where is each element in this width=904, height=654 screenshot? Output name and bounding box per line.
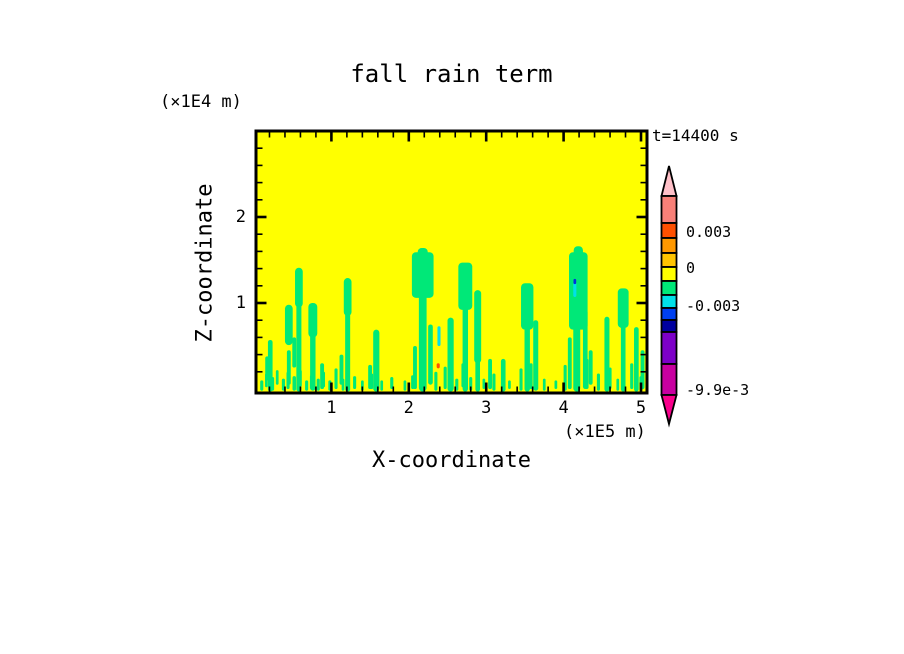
y-axis-unit-label: (×1E4 m) xyxy=(160,92,242,112)
colorbar-tick-label: -9.9e-3 xyxy=(686,381,750,399)
x-tick-label: 3 xyxy=(481,398,492,418)
x-tick-label: 5 xyxy=(635,398,647,418)
x-tick-label: 2 xyxy=(403,398,414,418)
y-tick-label: 2 xyxy=(235,207,246,227)
y-tick-label: 1 xyxy=(235,293,246,313)
time-annotation: t=14400 s xyxy=(652,126,739,145)
y-axis-title: Z-coordinate xyxy=(192,183,218,343)
x-axis-unit-label: (×1E5 m) xyxy=(564,422,646,442)
x-axis-title: X-coordinate xyxy=(372,448,531,473)
colorbar-tick-label: 0.003 xyxy=(686,223,732,241)
x-tick-label: 4 xyxy=(558,398,569,418)
x-tick-label: 1 xyxy=(326,398,337,418)
colorbar-tick-label: 0 xyxy=(686,259,696,277)
colorbar-tick-label: -0.003 xyxy=(686,297,741,315)
plot-title: fall rain term xyxy=(350,60,553,88)
